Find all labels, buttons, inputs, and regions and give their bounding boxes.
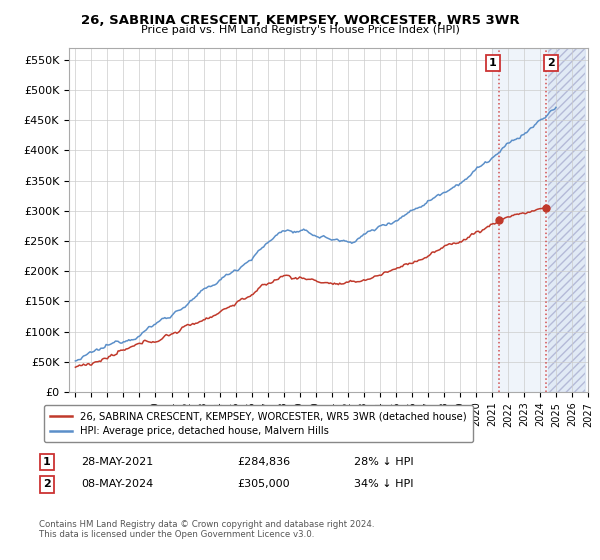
Bar bbox=[548, 48, 585, 392]
Text: 34% ↓ HPI: 34% ↓ HPI bbox=[354, 479, 413, 489]
Text: 28-MAY-2021: 28-MAY-2021 bbox=[81, 457, 153, 467]
Bar bbox=[492, 48, 585, 392]
Text: 1: 1 bbox=[489, 58, 497, 68]
Text: Contains HM Land Registry data © Crown copyright and database right 2024.
This d: Contains HM Land Registry data © Crown c… bbox=[39, 520, 374, 539]
Legend: 26, SABRINA CRESCENT, KEMPSEY, WORCESTER, WR5 3WR (detached house), HPI: Average: 26, SABRINA CRESCENT, KEMPSEY, WORCESTER… bbox=[44, 405, 473, 442]
Text: 26, SABRINA CRESCENT, KEMPSEY, WORCESTER, WR5 3WR: 26, SABRINA CRESCENT, KEMPSEY, WORCESTER… bbox=[80, 14, 520, 27]
Text: 2: 2 bbox=[548, 58, 556, 68]
Text: £305,000: £305,000 bbox=[237, 479, 290, 489]
Bar bbox=[548, 48, 585, 392]
Text: 08-MAY-2024: 08-MAY-2024 bbox=[81, 479, 153, 489]
Text: £284,836: £284,836 bbox=[237, 457, 290, 467]
Text: Price paid vs. HM Land Registry's House Price Index (HPI): Price paid vs. HM Land Registry's House … bbox=[140, 25, 460, 35]
Text: 1: 1 bbox=[43, 457, 50, 467]
Text: 28% ↓ HPI: 28% ↓ HPI bbox=[354, 457, 413, 467]
Text: 2: 2 bbox=[43, 479, 50, 489]
